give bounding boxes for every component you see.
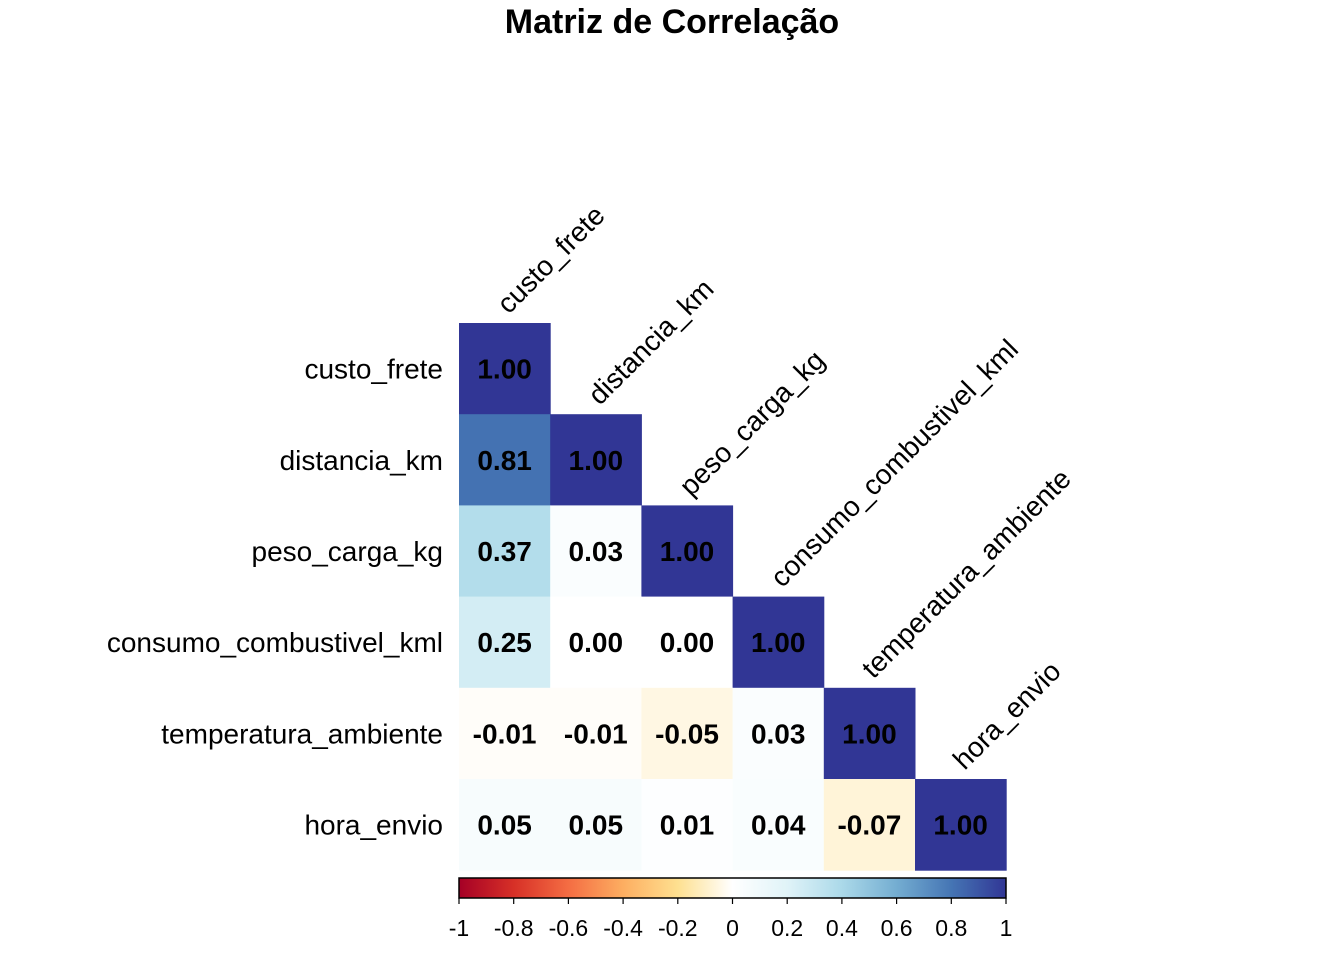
colorbar-gradient [458,877,1007,899]
row-label: peso_carga_kg [252,536,443,567]
colorbar-tick-label: -0.8 [494,915,534,941]
row-labels: custo_frete distancia_km peso_carga_kgcons… [107,354,443,841]
heatmap-cell [459,779,551,871]
heatmap-cell [459,505,551,598]
colorbar-tick-label: 0.4 [826,915,858,941]
cell-value-label: 1.00 [660,536,715,567]
heatmap-cell [550,505,642,598]
cell-value-label: -0.01 [473,718,537,749]
cell-value-label: 0.01 [660,810,715,841]
row-label: hora_envio [304,810,443,841]
heatmap-cell [732,779,825,871]
column-label: temperatura_ambiente [856,463,1077,684]
cell-value-label: 0.81 [477,445,532,476]
heatmap-cell [550,687,642,780]
heatmap-cell [459,687,551,780]
cell-value-label: 0.00 [569,627,624,658]
heatmap-cell [732,596,825,689]
cell-value-label: 0.03 [751,718,806,749]
cell-value-label: 1.00 [477,354,532,385]
colorbar-tick-label: 0.6 [881,915,913,941]
cell-value-label: 1.00 [842,718,897,749]
heatmap-cell [915,779,1007,871]
row-label: temperatura_ambiente [161,718,443,749]
heatmap-cell [823,779,916,871]
cell-value-label: 0.05 [477,810,532,841]
cell-value-label: 0.04 [751,810,806,841]
cell-value-label: 1.00 [569,445,624,476]
colorbar-tick-label: -0.6 [549,915,589,941]
column-label: custo_frete [491,199,611,319]
colorbar-tick-label: 0.8 [935,915,967,941]
cell-value-label: 0.25 [477,627,532,658]
heatmap-cell [550,414,642,506]
colorbar-tick-label: 0.2 [771,915,803,941]
cell-value-label: 0.03 [569,536,624,567]
heatmap-cell [459,323,551,415]
colorbar: -1 -0.8 -0.6 -0.4 -0.2 0 0.2 0.4 0.6 0.8 1 [449,877,1013,941]
column-label: hora_envio [947,655,1067,775]
colorbar-tick-label: -0.2 [658,915,698,941]
cell-value-label: -0.01 [564,718,628,749]
row-label: consumo_combustivel_kml [107,627,443,658]
heatmap-cell [823,687,916,780]
heatmap-cell [641,779,734,871]
heatmap-cell [641,596,734,689]
column-label: peso_carga_kg [673,344,830,501]
heatmap-cells: 1.00 0.81 1.00 0.37 0.03 1.00 0.25 0.00 0.00 1.00… [459,323,1007,871]
heatmap-cell [459,596,551,689]
heatmap-cell [550,779,642,871]
colorbar-tick-label: -0.4 [603,915,643,941]
chart-title: Matriz de Correlação [505,3,839,41]
column-label: distancia_km [582,273,719,410]
cell-value-label: 1.00 [933,810,988,841]
cell-value-label: 1.00 [751,627,806,658]
heatmap-cell [550,596,642,689]
heatmap-cell [459,414,551,506]
heatmap-cell [641,687,734,780]
row-label: custo_frete [304,354,443,385]
colorbar-tick-label: 0 [726,915,739,941]
cell-value-label: 0.00 [660,627,715,658]
colorbar-tick-label: 1 [1000,915,1013,941]
colorbar-tick-label: -1 [449,915,469,941]
row-label: distancia_km [280,445,443,476]
cell-value-label: -0.05 [655,718,719,749]
cell-value-label: 0.05 [569,810,624,841]
heatmap-cell [641,505,734,598]
cell-value-label: -0.07 [837,810,901,841]
cell-value-label: 0.37 [477,536,532,567]
heatmap-cell [732,687,825,780]
